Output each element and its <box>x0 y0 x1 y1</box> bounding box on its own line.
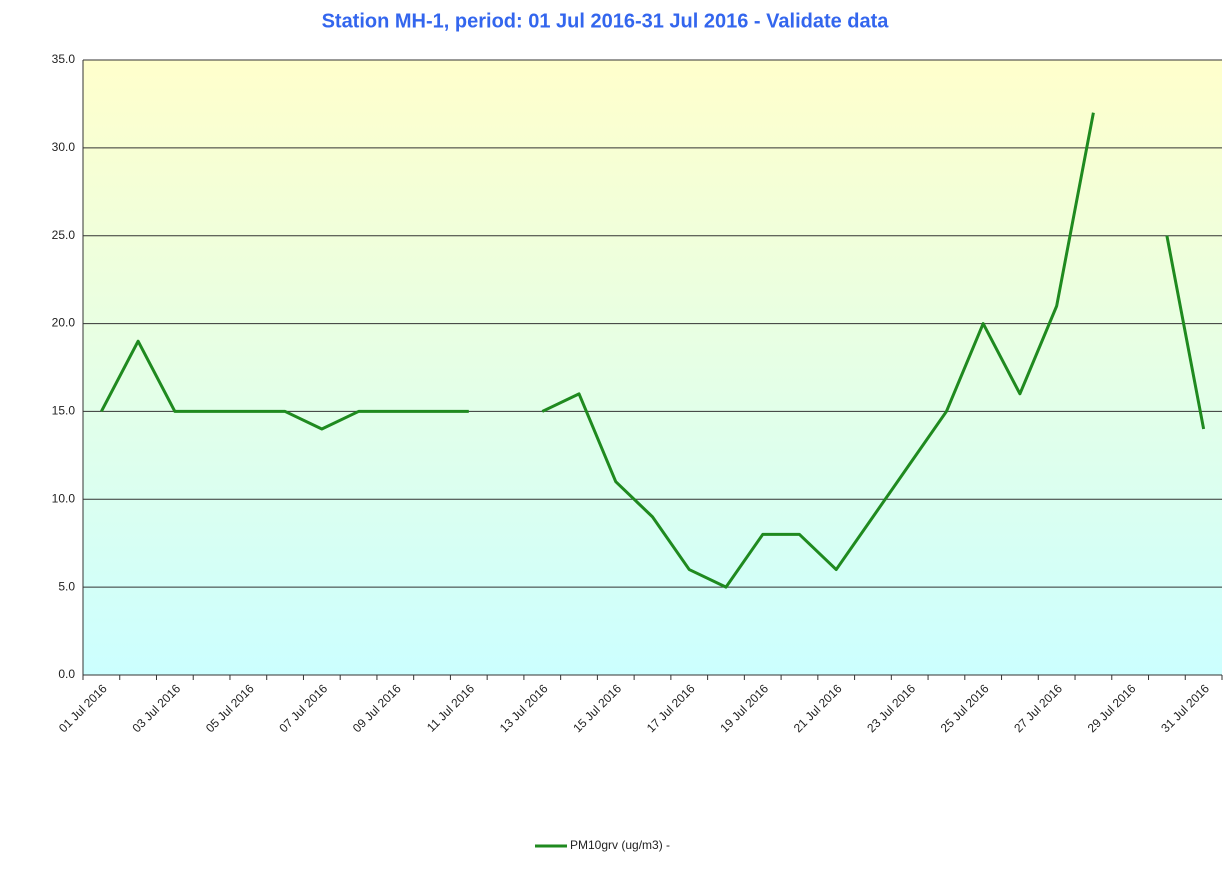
x-tick-label: 09 Jul 2016 <box>350 681 404 735</box>
y-tick-label: 15.0 <box>52 404 76 418</box>
x-tick-label: 27 Jul 2016 <box>1011 681 1065 735</box>
y-tick-label: 25.0 <box>52 228 76 242</box>
x-tick-label: 03 Jul 2016 <box>129 681 183 735</box>
y-tick-label: 35.0 <box>52 52 76 66</box>
y-tick-label: 0.0 <box>58 667 75 681</box>
x-tick-label: 31 Jul 2016 <box>1158 681 1212 735</box>
data-line <box>100 112 1206 589</box>
x-tick-label: 13 Jul 2016 <box>497 681 551 735</box>
x-tick-label: 17 Jul 2016 <box>644 681 698 735</box>
y-tick-label: 30.0 <box>52 140 76 154</box>
chart-title: Station MH-1, period: 01 Jul 2016-31 Jul… <box>322 10 890 32</box>
y-tick-label: 5.0 <box>58 579 75 593</box>
x-tick-label: 25 Jul 2016 <box>938 681 992 735</box>
x-tick-label: 23 Jul 2016 <box>864 681 918 735</box>
x-tick-label: 21 Jul 2016 <box>791 681 845 735</box>
x-tick-label: 07 Jul 2016 <box>276 681 330 735</box>
x-tick-label: 15 Jul 2016 <box>570 681 624 735</box>
legend-label: PM10grv (ug/m3) - <box>570 838 670 852</box>
x-tick-label: 29 Jul 2016 <box>1085 681 1139 735</box>
y-tick-label: 20.0 <box>52 316 76 330</box>
x-tick-label: 01 Jul 2016 <box>56 681 110 735</box>
x-tick-label: 05 Jul 2016 <box>203 681 257 735</box>
plot-area <box>83 60 1222 675</box>
x-tick-label: 11 Jul 2016 <box>424 681 477 734</box>
y-tick-label: 10.0 <box>52 491 76 505</box>
x-tick-label: 19 Jul 2016 <box>717 681 771 735</box>
